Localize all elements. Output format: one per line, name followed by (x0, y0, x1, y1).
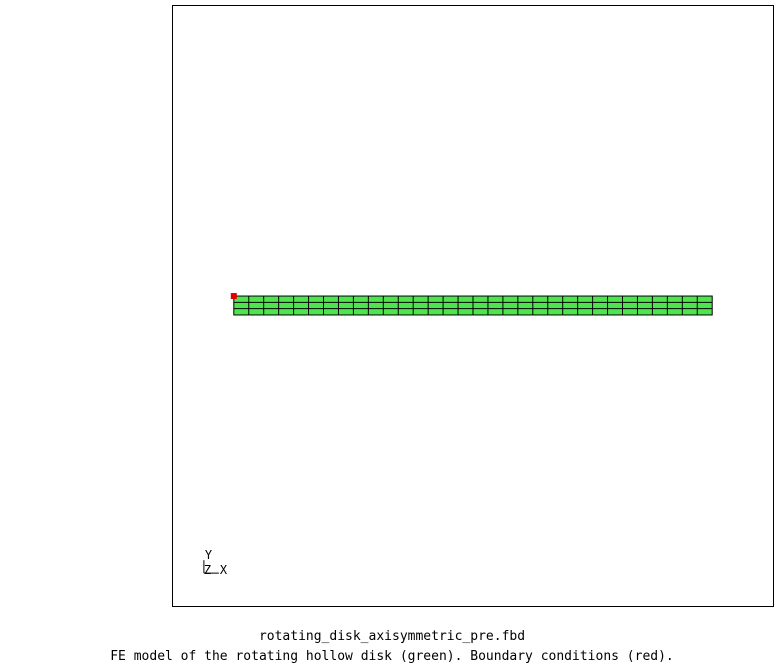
triad-z-label: Z (204, 563, 211, 577)
triad-x-label: X (220, 563, 228, 577)
model-filename: rotating_disk_axisymmetric_pre.fbd (258, 629, 526, 644)
coordinate-triad: Y Z X (203, 548, 228, 577)
boundary-condition-marker (230, 293, 237, 300)
triad-y-label: Y (205, 548, 212, 562)
model-viewport[interactable]: Y Z X (172, 5, 774, 607)
mesh-canvas: Y Z X (203, 293, 713, 577)
fe-mesh (233, 295, 713, 316)
figure-caption: FE model of the rotating hollow disk (gr… (110, 649, 674, 664)
